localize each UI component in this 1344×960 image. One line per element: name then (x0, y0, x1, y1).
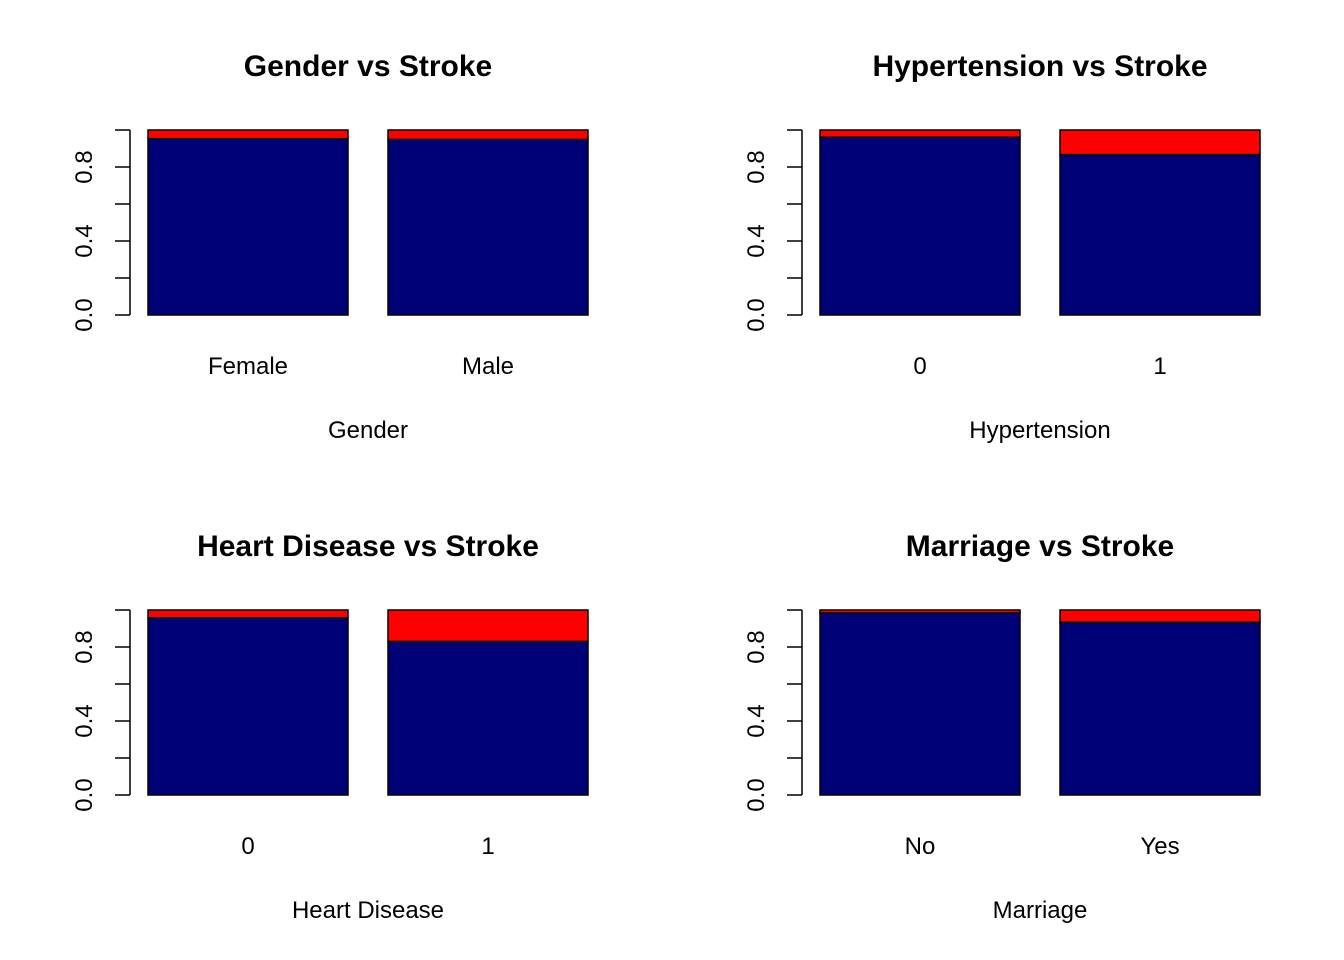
x-axis-label: Hypertension (969, 417, 1110, 444)
bar-segment-stroke (1059, 129, 1261, 156)
y-tick-label: 0.4 (71, 224, 98, 257)
bar-segment-no-stroke (147, 137, 349, 316)
category-label: Yes (1140, 833, 1179, 860)
y-tick-label: 0.4 (743, 224, 770, 257)
y-tick-label: 0.0 (71, 778, 98, 811)
category-label: Female (208, 353, 288, 380)
bars (819, 609, 1261, 796)
chart-title: Hypertension vs Stroke (872, 50, 1207, 83)
y-tick-label: 0.8 (71, 630, 98, 663)
category-labels: Female Male (208, 353, 514, 380)
category-label: 0 (241, 833, 254, 860)
panel-marriage: Marriage vs Stroke Marriage 0.0 0.4 0.8 No… (743, 530, 1261, 924)
x-axis-label: Gender (328, 417, 408, 444)
category-label: 1 (481, 833, 494, 860)
bar-segment-no-stroke (819, 136, 1021, 316)
y-tick-label: 0.8 (743, 150, 770, 183)
category-label: 1 (1153, 353, 1166, 380)
bar-segment-no-stroke (387, 138, 589, 316)
y-tick-label: 0.8 (71, 150, 98, 183)
category-label: Male (462, 353, 514, 380)
bar-segment-stroke (819, 129, 1021, 138)
bars (147, 609, 589, 796)
y-axis: 0.0 0.4 0.8 (743, 609, 803, 812)
y-axis: 0.0 0.4 0.8 (71, 609, 131, 812)
y-tick-label: 0.0 (71, 298, 98, 331)
panel-gender: Gender vs Stroke Gender 0.0 0.4 0.8 Female… (71, 50, 589, 444)
bar-segment-stroke (1059, 609, 1261, 623)
panel-heart-disease: Heart Disease vs Stroke Heart Disease 0.… (71, 530, 589, 924)
chart-title: Heart Disease vs Stroke (197, 530, 539, 563)
bars (819, 129, 1261, 316)
bar-segment-stroke (387, 609, 589, 643)
y-tick-label: 0.0 (743, 298, 770, 331)
bar-segment-no-stroke (147, 617, 349, 796)
x-axis-label: Marriage (993, 897, 1088, 924)
chart-title: Marriage vs Stroke (906, 530, 1174, 563)
y-tick-label: 0.0 (743, 778, 770, 811)
y-tick-label: 0.4 (743, 704, 770, 737)
bars (147, 129, 589, 316)
category-labels: No Yes (905, 833, 1180, 860)
category-label: 0 (913, 353, 926, 380)
y-axis: 0.0 0.4 0.8 (71, 129, 131, 332)
bar-segment-stroke (387, 129, 589, 141)
bar-segment-stroke (147, 129, 349, 140)
category-label: No (905, 833, 936, 860)
bar-segment-stroke (147, 609, 349, 619)
y-tick-label: 0.8 (743, 630, 770, 663)
y-axis: 0.0 0.4 0.8 (743, 129, 803, 332)
panel-hypertension: Hypertension vs Stroke Hypertension 0.00… (743, 50, 1261, 444)
bar-segment-no-stroke (819, 612, 1021, 796)
bar-segment-no-stroke (1059, 621, 1261, 796)
y-tick-label: 0.4 (71, 704, 98, 737)
bar-segment-no-stroke (387, 640, 589, 796)
x-axis-label: Heart Disease (292, 897, 444, 924)
bar-segment-stroke (819, 609, 1021, 614)
bar-segment-no-stroke (1059, 153, 1261, 316)
chart-title: Gender vs Stroke (244, 50, 492, 83)
